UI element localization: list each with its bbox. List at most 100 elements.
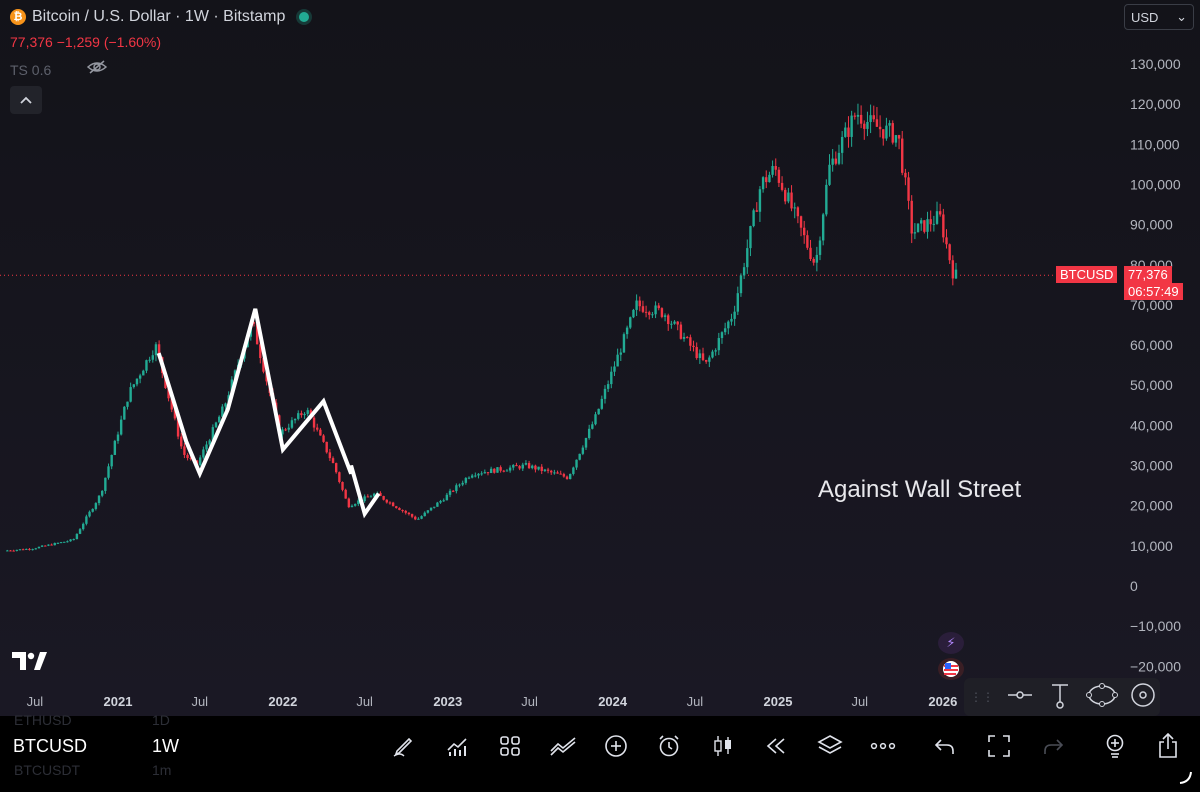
- candles-icon[interactable]: [709, 732, 737, 760]
- candle-body: [123, 406, 126, 420]
- candle-body: [28, 548, 31, 550]
- indicator-label[interactable]: TS 0.6: [10, 61, 52, 78]
- candle-body: [736, 293, 739, 312]
- candle-body: [477, 473, 480, 476]
- candle-body: [942, 214, 945, 238]
- us-flag-icon[interactable]: [938, 658, 964, 680]
- candle-body: [749, 226, 752, 249]
- price-chart[interactable]: 130,000120,000110,000100,00090,00080,000…: [0, 0, 1200, 716]
- candle-body: [619, 352, 622, 355]
- candle-body: [97, 495, 101, 504]
- candle-body: [94, 503, 98, 509]
- redo-icon[interactable]: [1039, 732, 1067, 760]
- candle-body: [774, 166, 777, 170]
- candle-body: [433, 506, 436, 508]
- candle-body: [458, 484, 461, 486]
- candle-body: [654, 305, 657, 315]
- x-axis-tick-label: Jul: [521, 694, 538, 709]
- candle-body: [723, 328, 727, 333]
- drag-handle-icon[interactable]: ⋮⋮: [970, 690, 994, 704]
- candle-body: [66, 541, 69, 543]
- y-axis-tick-label: 10,000: [1130, 538, 1173, 554]
- candle-body: [214, 422, 218, 428]
- candle-body: [211, 427, 215, 441]
- candle-body: [82, 523, 85, 530]
- candle-body: [414, 516, 417, 520]
- undo-icon[interactable]: [931, 732, 959, 760]
- fullscreen-icon[interactable]: [985, 732, 1013, 760]
- candle-body: [834, 158, 838, 164]
- strategy-icon[interactable]: [549, 732, 577, 760]
- candle-body: [252, 322, 256, 324]
- eye-hidden-icon[interactable]: [87, 59, 108, 80]
- replay-rewind-icon[interactable]: [762, 732, 790, 760]
- resize-corner-icon[interactable]: [1178, 770, 1192, 789]
- candle-body: [837, 152, 841, 164]
- candle-body: [259, 344, 262, 359]
- candle-body: [486, 472, 490, 474]
- candle-body: [202, 449, 205, 458]
- candle-body: [157, 344, 161, 358]
- add-plus-icon[interactable]: [602, 732, 630, 760]
- candle-body: [148, 359, 151, 361]
- candle-body: [217, 416, 221, 423]
- candle-body: [417, 518, 420, 520]
- candle-body: [606, 384, 610, 389]
- more-options-icon[interactable]: [869, 732, 897, 760]
- tradingview-logo-icon: [12, 652, 48, 676]
- candle-body: [325, 441, 328, 453]
- candle-body: [882, 129, 885, 139]
- candle-body: [18, 549, 22, 551]
- candle-body: [391, 502, 395, 507]
- candle-body: [189, 457, 192, 459]
- circle-tool-icon[interactable]: [1130, 682, 1156, 713]
- y-axis-tick-label: 50,000: [1130, 377, 1173, 393]
- candle-body: [730, 318, 733, 322]
- ellipse-tool-icon[interactable]: [1086, 682, 1118, 713]
- candle-body: [135, 378, 139, 385]
- templates-grid-icon[interactable]: [496, 732, 524, 760]
- candle-body: [591, 424, 594, 429]
- candle-body: [50, 544, 53, 546]
- currency-select[interactable]: USD ⌄: [1124, 4, 1194, 30]
- candle-body: [410, 514, 414, 517]
- indicators-icon[interactable]: [443, 732, 471, 760]
- candle-body: [584, 438, 588, 448]
- candle-body: [126, 401, 129, 407]
- candle-body: [499, 467, 502, 471]
- chart-area[interactable]: 130,000 120,000 110,000 100,000 90,000 80,000…: [0, 0, 1200, 716]
- ideas-lightbulb-icon[interactable]: [1101, 732, 1129, 760]
- candle-body: [840, 136, 844, 153]
- candle-body: [594, 414, 597, 425]
- candle-body: [170, 398, 173, 410]
- candle-body: [151, 355, 154, 360]
- candle-body: [761, 177, 765, 190]
- candle-body: [464, 478, 468, 483]
- candle-body: [328, 452, 332, 459]
- vertical-measure-icon[interactable]: [1046, 681, 1074, 714]
- x-axis-tick-label: 2025: [764, 694, 793, 709]
- share-icon[interactable]: [1154, 732, 1182, 760]
- horizontal-ray-icon[interactable]: [1006, 687, 1034, 708]
- candle-body: [312, 417, 316, 428]
- candle-body: [685, 337, 689, 339]
- ghost-watchlist-tf: 1m: [152, 762, 172, 778]
- candle-body: [768, 174, 771, 183]
- candle-body: [100, 490, 104, 496]
- candle-body: [224, 403, 227, 407]
- lightning-icon[interactable]: ⚡: [938, 632, 964, 654]
- bitcoin-icon: ₿: [10, 9, 26, 25]
- chart-title: Bitcoin / U.S. Dollar · 1W · Bitstamp: [32, 8, 286, 25]
- candle-body: [692, 345, 695, 348]
- timeframe-button[interactable]: 1W: [152, 736, 179, 756]
- candle-body: [442, 500, 445, 502]
- symbol-header[interactable]: ₿ Bitcoin / U.S. Dollar · 1W · Bitstamp: [10, 8, 310, 26]
- layers-icon[interactable]: [816, 732, 844, 760]
- candle-body: [787, 192, 790, 202]
- candle-body: [129, 387, 132, 402]
- alarm-clock-icon[interactable]: [655, 732, 683, 760]
- symbol-button[interactable]: BTCUSD: [13, 736, 88, 756]
- collapse-legend-button[interactable]: [10, 86, 42, 114]
- pen-draw-icon[interactable]: [390, 732, 418, 760]
- candle-body: [948, 244, 951, 261]
